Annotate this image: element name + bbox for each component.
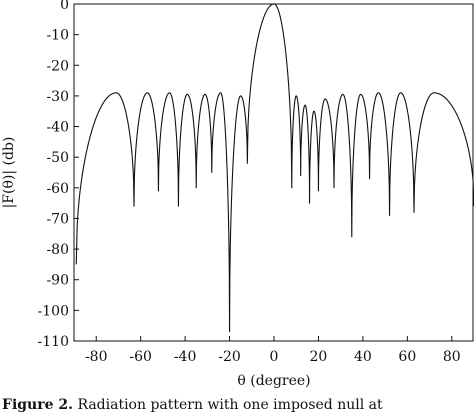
- y-tick-label: -50: [46, 150, 69, 166]
- x-tick-labels: -80 -60 -40 -20 0 20 40 60 80: [85, 349, 461, 365]
- figure-caption-label: Figure 2.: [2, 397, 73, 413]
- x-tick-label: -60: [129, 349, 152, 365]
- x-tick-label: 40: [354, 349, 372, 365]
- radiation-pattern-line: [75, 3, 474, 333]
- y-tick-labels: 0 -10 -20 -30 -40 -50 -60 -70 -80 -90 -100 -110: [38, 0, 69, 350]
- x-tick-label: -80: [85, 349, 108, 365]
- y-tick-label: -30: [46, 89, 69, 105]
- y-tick-label: -90: [46, 273, 69, 289]
- y-tick-label: -60: [46, 181, 69, 197]
- x-tick-label: 80: [443, 349, 461, 365]
- figure-caption-text: Radiation pattern with one imposed null …: [77, 397, 383, 413]
- y-tick-label: -40: [46, 120, 69, 136]
- y-tick-label: -100: [38, 303, 69, 319]
- plot-frame: [73, 3, 474, 342]
- y-tick-label: -70: [46, 211, 69, 227]
- y-tick-label: -10: [46, 28, 69, 44]
- y-tick-label: -20: [46, 58, 69, 74]
- x-tick-label: 20: [310, 349, 328, 365]
- y-tick-label: -80: [46, 242, 69, 258]
- x-tick-label: 60: [398, 349, 416, 365]
- y-axis-label: |F(θ)| (db): [1, 137, 17, 209]
- x-tick-label: -40: [174, 349, 197, 365]
- tick-marks: [74, 3, 453, 342]
- x-tick-label: -20: [218, 349, 241, 365]
- x-tick-label: 0: [270, 349, 279, 365]
- y-tick-label: 0: [60, 0, 69, 13]
- x-axis-label: θ (degree): [237, 373, 310, 389]
- y-tick-label: -110: [38, 334, 69, 350]
- figure-caption: Figure 2. Radiation pattern with one imp…: [2, 397, 474, 413]
